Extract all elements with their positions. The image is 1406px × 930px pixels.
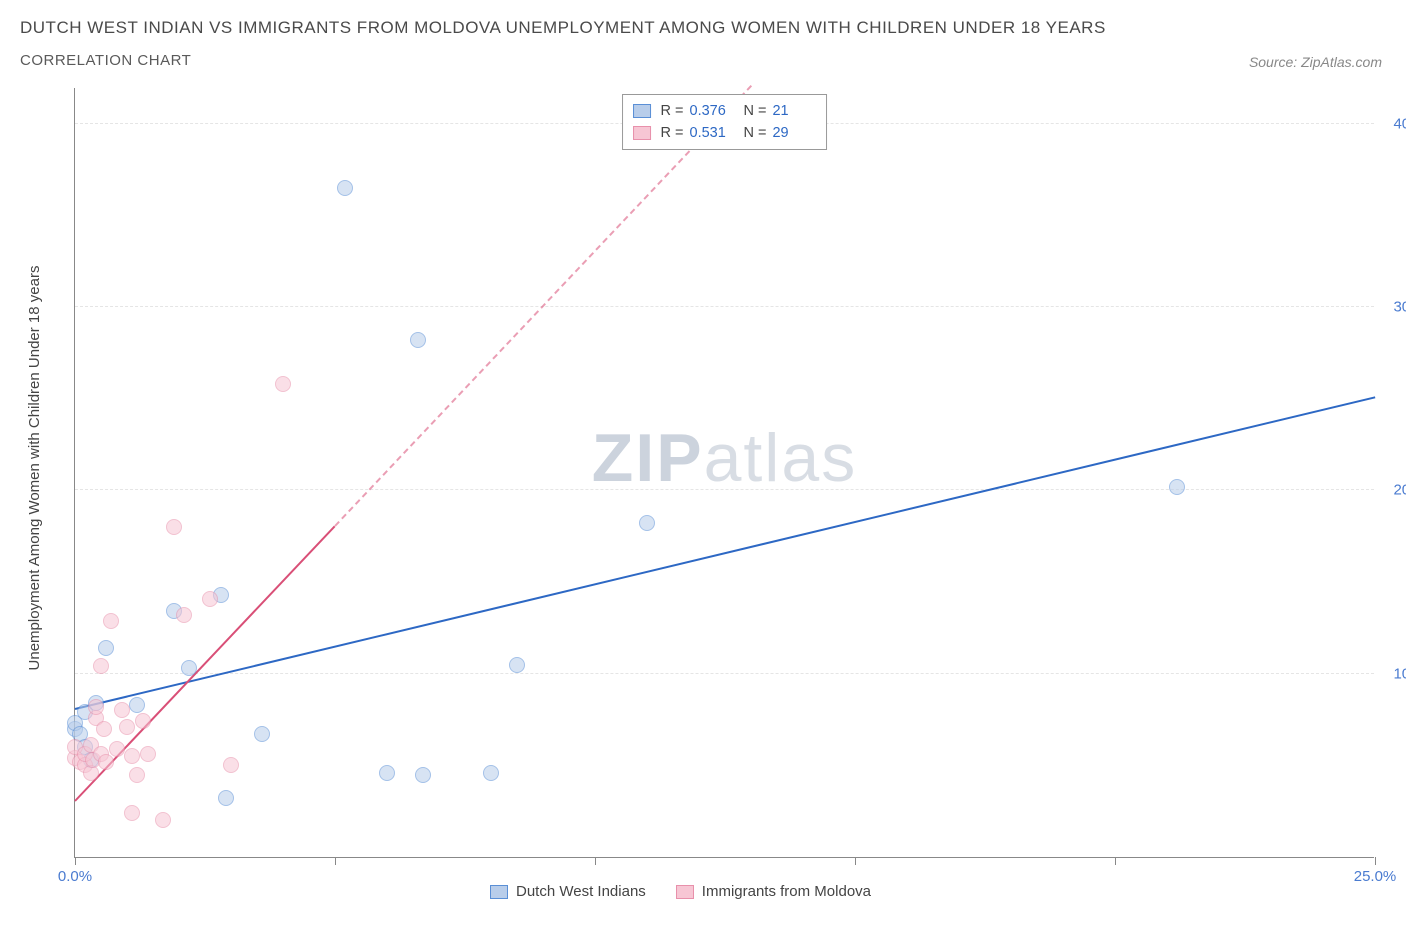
y-tick-label: 20.0% [1381,482,1406,499]
swatch-pink [676,885,694,899]
data-point [176,607,192,623]
x-tick [335,857,336,865]
chart-title: DUTCH WEST INDIAN VS IMMIGRANTS FROM MOL… [20,18,1386,38]
data-point [379,765,395,781]
swatch-pink [633,126,651,140]
gridline [75,306,1374,307]
data-point [98,754,114,770]
x-tick [1375,857,1376,865]
gridline [75,673,1374,674]
watermark: ZIPatlas [592,419,857,497]
data-point [88,699,104,715]
data-point [129,767,145,783]
n-value-blue: 21 [772,100,816,122]
x-tick-label: 0.0% [58,868,92,885]
data-point [103,613,119,629]
data-point [483,765,499,781]
x-tick [1115,857,1116,865]
stats-row-blue: R = 0.376 N = 21 [633,100,817,122]
y-tick-label: 40.0% [1381,115,1406,132]
data-point [639,515,655,531]
data-point [337,180,353,196]
r-value-blue: 0.376 [690,100,734,122]
data-point [415,767,431,783]
x-tick [855,857,856,865]
data-point [254,726,270,742]
legend-label-pink: Immigrants from Moldova [702,883,871,900]
x-tick [595,857,596,865]
data-point [124,748,140,764]
series-legend: Dutch West Indians Immigrants from Moldo… [490,883,871,900]
y-tick-label: 30.0% [1381,299,1406,316]
data-point [155,812,171,828]
data-point [135,713,151,729]
data-point [509,657,525,673]
legend-item-pink: Immigrants from Moldova [676,883,871,900]
y-tick-label: 10.0% [1381,665,1406,682]
chart-container: Unemployment Among Women with Children U… [20,88,1386,908]
swatch-blue [633,104,651,118]
data-point [114,702,130,718]
source-credit: Source: ZipAtlas.com [1249,54,1382,70]
data-point [1169,479,1185,495]
data-point [218,790,234,806]
legend-label-blue: Dutch West Indians [516,883,646,900]
x-tick-label: 25.0% [1354,868,1397,885]
data-point [98,640,114,656]
chart-subtitle: CORRELATION CHART [20,52,1386,69]
swatch-blue [490,885,508,899]
data-point [109,741,125,757]
data-point [96,721,112,737]
stats-row-pink: R = 0.531 N = 29 [633,122,817,144]
data-point [129,697,145,713]
data-point [140,746,156,762]
data-point [93,658,109,674]
data-point [410,332,426,348]
n-value-pink: 29 [772,122,816,144]
data-point [181,660,197,676]
data-point [119,719,135,735]
stats-legend: R = 0.376 N = 21 R = 0.531 N = 29 [622,94,828,150]
plot-area: ZIPatlas R = 0.376 N = 21 R = 0.531 N = … [74,88,1374,858]
data-point [223,757,239,773]
legend-item-blue: Dutch West Indians [490,883,646,900]
x-tick [75,857,76,865]
data-point [124,805,140,821]
y-axis-label: Unemployment Among Women with Children U… [26,266,43,671]
data-point [166,519,182,535]
data-point [275,376,291,392]
r-value-pink: 0.531 [690,122,734,144]
data-point [202,591,218,607]
